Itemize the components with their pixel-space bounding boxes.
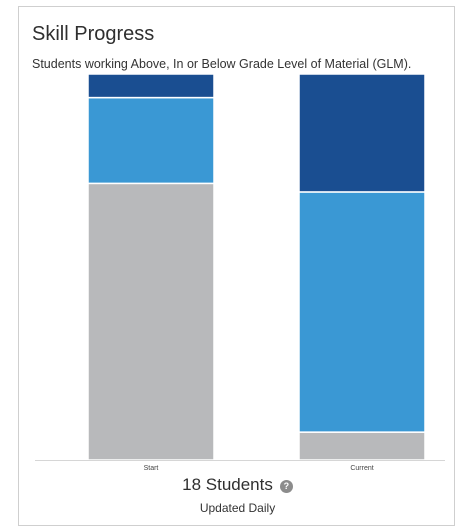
bar-segment-start-0 [87, 182, 215, 461]
bar-segment-start-2 [87, 74, 215, 99]
bar-segment-current-2 [298, 74, 426, 193]
question-circle-icon[interactable]: ? [279, 480, 293, 493]
x-tick-label-current: Current [350, 465, 373, 472]
card-subtitle: Students working Above, In or Below Grad… [32, 57, 412, 71]
bar-segment-current-0 [298, 431, 426, 461]
updated-label: Updated Daily [199, 501, 276, 515]
skill-progress-chart: Start Current [35, 74, 445, 472]
students-summary: 18 Students? [19, 475, 456, 495]
students-count: 18 Students [182, 475, 273, 494]
bar-segment-start-1 [87, 96, 215, 185]
x-tick-label-start: Start [144, 465, 159, 472]
card-title: Skill Progress [32, 23, 155, 45]
bar-segment-current-1 [298, 191, 426, 433]
skill-progress-card: Skill Progress Students working Above, I… [18, 6, 455, 526]
